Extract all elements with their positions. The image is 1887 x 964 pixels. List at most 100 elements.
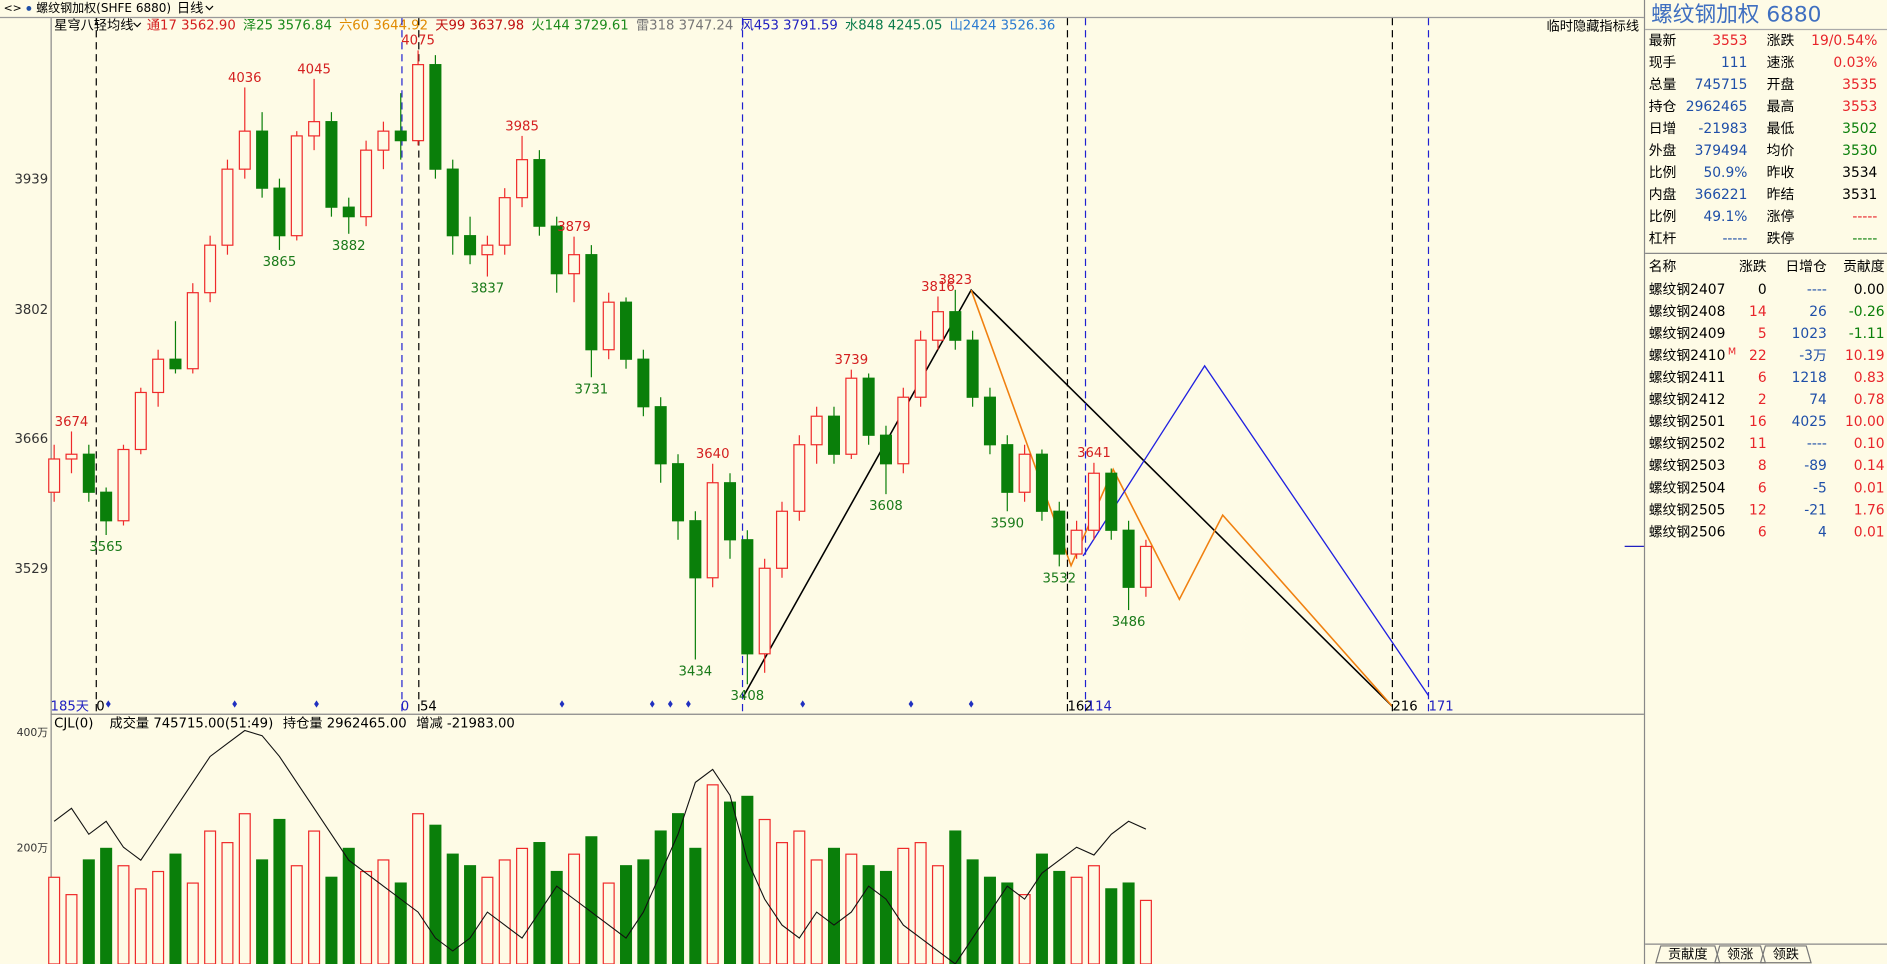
table-cell[interactable]: 螺纹钢2505 [1649,502,1726,518]
table-cell[interactable]: 螺纹钢2407 [1649,282,1726,298]
table-cell: 6 [1758,370,1767,386]
candle-body [360,149,373,218]
quote-value: 50.9% [1703,165,1747,181]
ma-name: 山2424 [950,17,997,33]
volume-info: 持仓量 2962465.00 [283,715,407,731]
volume-bar [897,847,910,964]
tab[interactable]: 贡献度 [1668,946,1708,962]
volume-bars [48,784,1152,964]
volume-bar [706,784,719,964]
quote-value: 366221 [1695,187,1748,203]
high-label: 4045 [297,62,331,77]
low-label: 3565 [89,540,123,555]
tab[interactable]: 领跌 [1773,946,1799,962]
quote-value: ----- [1852,231,1877,247]
ma-value: 3576.84 [277,18,332,33]
quote-value: 379494 [1695,143,1748,159]
high-label: 3640 [696,447,730,462]
volume-bar [256,859,269,964]
ma-legend: 天99 3637.98 [435,18,524,33]
candle-body [706,482,719,579]
volume-bar [1105,888,1118,964]
quote-label: 跌停 [1767,230,1795,247]
candle-body [1035,453,1048,512]
volume-bar [1018,894,1031,964]
table-cell: 1023 [1792,326,1827,342]
table-cell[interactable]: 螺纹钢2408 [1649,304,1726,320]
volume-bar [827,847,841,964]
ma-name: 水848 [845,17,883,33]
volume-bar [308,830,321,964]
table-cell[interactable]: 螺纹钢2503 [1649,458,1726,474]
ma-value: 3526.36 [1001,18,1056,33]
low-label: 3882 [332,239,366,254]
candle-body [273,187,286,237]
quote-value: 3530 [1842,143,1877,159]
candle-body [654,406,667,465]
volume-bar [1087,865,1100,964]
table-cell: 0.10 [1854,436,1885,452]
candle-body [1122,529,1135,588]
volume-bar [82,859,95,964]
table-cell: -89 [1804,458,1827,474]
volume-bar [845,853,858,964]
volume-bar [516,847,529,964]
volume-bar [342,847,355,964]
high-label: 3985 [505,119,539,134]
event-marker [667,700,673,708]
ma-legend: 六60 3644.92 [339,17,428,33]
table-cell[interactable]: 螺纹钢2412 [1649,392,1726,408]
candle-body [672,463,685,522]
period-selector[interactable]: 日线 [177,0,203,16]
hide-button-bg[interactable] [1550,18,1642,35]
candle-body [256,130,269,189]
volume-bar [65,894,78,964]
quote-label: 总量 [1649,77,1677,93]
table-cell[interactable]: 螺纹钢2409 [1649,326,1726,342]
y-tick-label: 3802 [14,303,48,318]
table-cell: 6 [1758,524,1767,540]
table-cell: -1.11 [1849,326,1885,342]
ma-legend: 雷318 3747.24 [636,17,733,33]
quote-label: 速涨 [1767,55,1795,71]
candle-body [1139,545,1152,588]
low-label: 3434 [679,665,713,680]
candle-body [533,159,546,227]
ma-name: 泽25 [243,17,273,33]
volume-bar [949,830,962,964]
menu-icon[interactable]: <> [4,1,22,14]
volume-bar [602,882,615,964]
table-cell: 74 [1809,392,1827,408]
quote-value: 3553 [1842,99,1877,115]
volume-bar [620,865,633,964]
table-cell[interactable]: 螺纹钢2501 [1649,414,1726,430]
candle-body [65,453,78,460]
tab[interactable]: 领涨 [1727,946,1753,962]
table-cell[interactable]: 螺纹钢2506 [1649,524,1726,540]
table-cell[interactable]: 螺纹钢2504 [1649,480,1726,496]
table-cell[interactable]: 螺纹钢2411 [1649,370,1726,386]
volume-indicator[interactable]: CJL(0) [54,716,93,731]
volume-bar [100,847,113,964]
candle-body [793,444,806,512]
volume-bar [429,824,442,964]
volume-bar [1122,882,1135,964]
ma-value: 4245.05 [888,18,943,33]
high-label: 4036 [228,71,262,86]
quote-label: 涨跌 [1767,33,1795,49]
ma-name: 六60 [339,17,369,33]
volume-bar [879,870,892,964]
candle-body [827,415,841,455]
quote-value: 3531 [1842,187,1877,203]
tab-shape [1759,945,1812,964]
table-cell[interactable]: 螺纹钢2502 [1649,436,1726,452]
indicator-name[interactable]: 星穹八轻均线 [54,17,133,33]
volume-bar [325,876,338,964]
hide-indicator-button[interactable]: 临时隐藏指标线 [1547,18,1640,34]
volume-bar [273,818,286,964]
ma-value: 3791.59 [783,18,838,33]
candle-body [931,311,944,341]
table-cell[interactable]: 螺纹钢2410 [1649,348,1726,364]
volume-info: 增减 -21983.00 [416,715,514,731]
